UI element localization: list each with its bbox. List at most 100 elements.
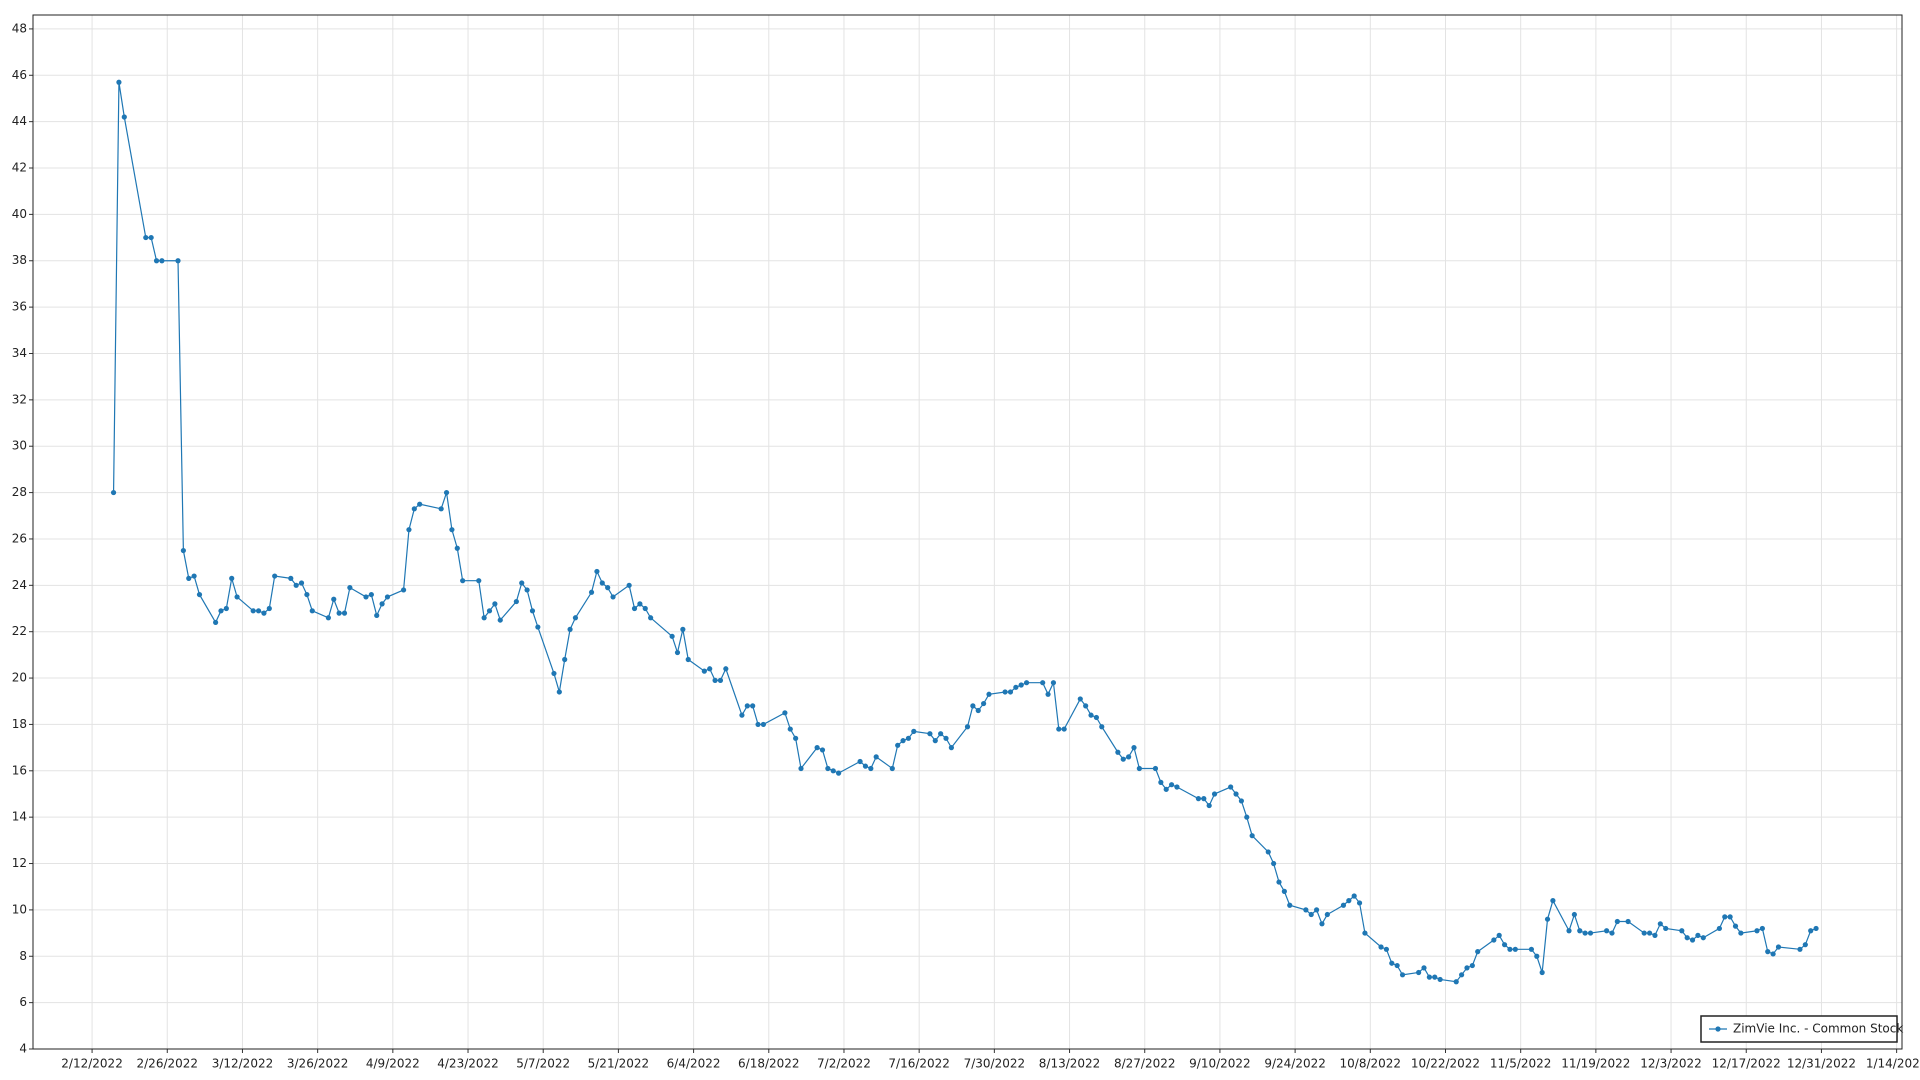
data-point	[1657, 921, 1663, 927]
x-tick-label: 7/30/2022	[964, 1057, 1026, 1071]
data-point	[986, 691, 992, 697]
data-point	[191, 573, 197, 579]
data-point	[1695, 932, 1701, 938]
data-point	[1238, 798, 1245, 804]
data-point	[524, 587, 530, 593]
data-point	[648, 615, 654, 621]
x-tick-label: 7/2/2022	[817, 1057, 871, 1071]
data-point	[905, 735, 912, 741]
data-point	[298, 580, 305, 586]
plot-frame	[32, 14, 1903, 1050]
y-tick-label: 34	[12, 346, 27, 360]
data-point	[110, 489, 117, 496]
data-point	[229, 575, 235, 581]
y-tick-label: 24	[12, 578, 27, 592]
x-tick-label: 10/8/2022	[1340, 1057, 1402, 1071]
data-point	[304, 591, 310, 598]
data-point	[417, 501, 423, 507]
data-point	[266, 605, 272, 612]
y-tick-label: 46	[12, 68, 27, 82]
data-point	[1539, 969, 1545, 976]
y-tick-label: 12	[12, 856, 27, 870]
data-point	[814, 745, 820, 751]
series-line	[112, 82, 1817, 983]
data-point	[964, 724, 971, 730]
data-point	[250, 608, 256, 614]
data-point	[1802, 942, 1808, 948]
data-point	[1115, 749, 1121, 755]
data-point	[830, 768, 836, 774]
data-point	[293, 582, 299, 588]
data-point	[1646, 930, 1653, 936]
data-point	[787, 726, 793, 732]
data-point	[970, 703, 976, 709]
y-tick-label: 48	[12, 21, 27, 35]
data-point	[819, 747, 826, 753]
data-point	[1797, 946, 1803, 952]
data-point	[798, 765, 804, 772]
y-tick-label: 42	[12, 161, 27, 175]
data-point	[868, 765, 874, 772]
data-point	[637, 601, 643, 607]
data-point	[1099, 724, 1105, 730]
x-tick-label: 6/4/2022	[667, 1057, 721, 1071]
data-point	[1007, 689, 1014, 695]
data-point	[1684, 935, 1690, 941]
data-point	[513, 598, 519, 605]
data-point	[1378, 944, 1384, 950]
data-point	[535, 624, 541, 630]
data-point	[153, 258, 160, 264]
data-point	[900, 738, 906, 744]
data-point	[556, 689, 562, 695]
y-tick-label: 26	[12, 531, 27, 545]
data-point	[1399, 972, 1406, 978]
data-point	[1700, 935, 1706, 941]
y-tick-label: 28	[12, 485, 27, 499]
data-point	[981, 700, 987, 707]
data-point	[1040, 680, 1046, 686]
y-tick-label: 40	[12, 207, 27, 221]
x-tick-label: 3/12/2022	[212, 1057, 274, 1071]
data-point	[1507, 946, 1513, 952]
data-point	[1587, 930, 1594, 936]
data-point	[631, 605, 638, 612]
data-point	[701, 668, 707, 674]
data-point	[588, 589, 595, 595]
y-tick-label: 32	[12, 392, 27, 406]
data-point	[143, 234, 149, 241]
data-point	[1383, 946, 1390, 952]
data-point	[750, 703, 756, 709]
data-point	[599, 580, 605, 586]
data-point	[341, 610, 348, 616]
data-point	[1389, 960, 1395, 966]
data-point	[1689, 937, 1696, 943]
x-tick-label: 5/7/2022	[516, 1057, 570, 1071]
data-point	[1083, 703, 1089, 709]
data-point	[325, 615, 331, 621]
y-tick-label: 8	[19, 949, 27, 963]
data-point	[1136, 765, 1142, 772]
data-point	[186, 575, 192, 581]
data-point	[1244, 814, 1250, 820]
data-point	[368, 591, 374, 598]
x-tick-label: 8/27/2022	[1114, 1057, 1176, 1071]
legend-label: ZimVie Inc. - Common Stock	[1733, 1022, 1903, 1036]
data-point	[755, 721, 761, 728]
data-point	[669, 633, 675, 639]
data-point	[1233, 791, 1239, 797]
data-point	[712, 677, 718, 683]
y-tick-label: 4	[19, 1042, 27, 1056]
data-point	[1158, 779, 1164, 785]
data-point	[572, 615, 579, 621]
data-point	[1625, 918, 1631, 925]
x-tick-label: 12/17/2022	[1712, 1057, 1781, 1071]
x-tick-label: 9/24/2022	[1264, 1057, 1326, 1071]
x-tick-label: 6/18/2022	[738, 1057, 800, 1071]
data-point	[1722, 914, 1728, 920]
data-point	[519, 580, 525, 586]
data-point	[1609, 930, 1615, 936]
data-point	[1501, 942, 1508, 948]
data-point	[492, 601, 498, 607]
y-tick-label: 38	[12, 253, 27, 267]
